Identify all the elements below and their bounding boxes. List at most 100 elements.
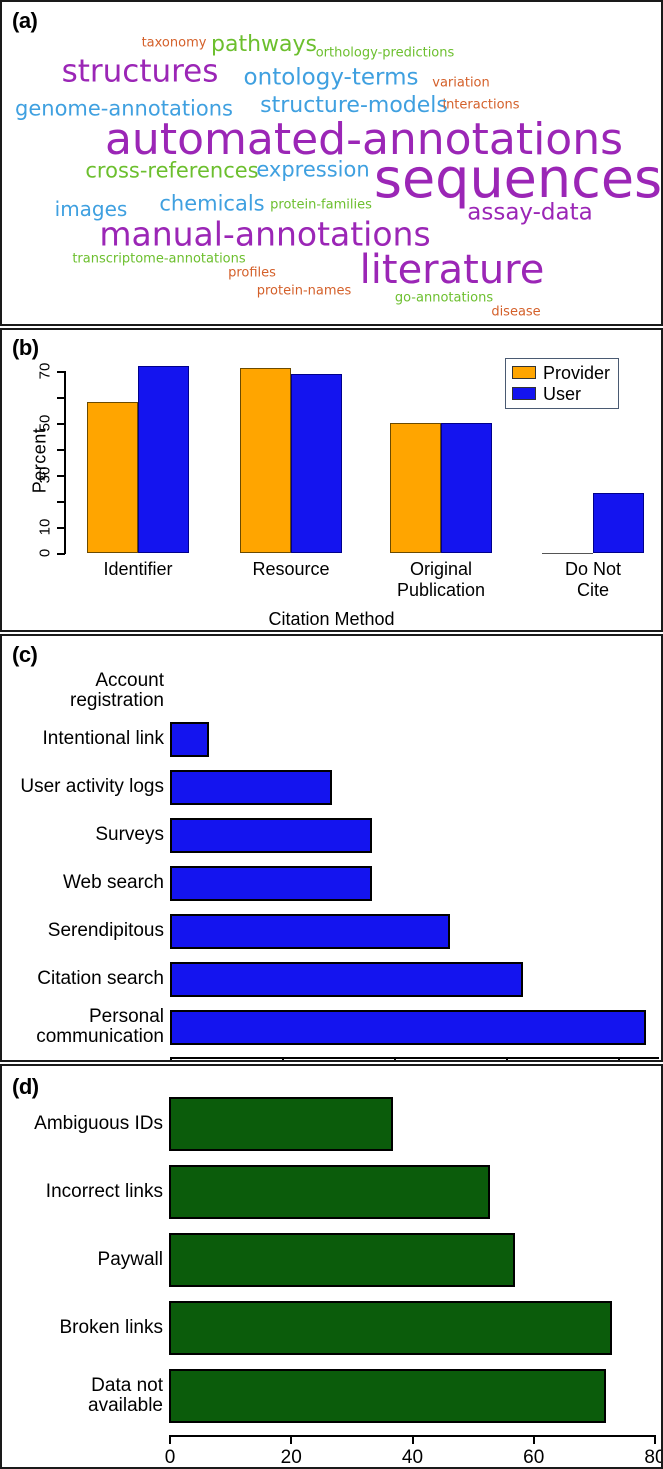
cloud-word: taxonomy (142, 37, 207, 50)
cloud-word: expression (256, 160, 369, 181)
panel-b-y-tick (57, 423, 65, 425)
panel-b-bar-user-3 (593, 493, 644, 553)
panel-c-category-label: Account registration (2, 671, 164, 711)
panel-c-x-tick (394, 1057, 396, 1063)
panel-b-legend: Provider User (505, 358, 619, 409)
cloud-word: structure-models (260, 95, 448, 117)
panel-d-bar-3 (169, 1301, 612, 1355)
panel-b-y-tick (57, 397, 65, 399)
panel-b-y-tick (57, 371, 65, 373)
cloud-word: transcriptome-annotations (72, 253, 245, 266)
panel-b-y-tick (57, 501, 65, 503)
panel-c-letter: (c) (12, 642, 37, 668)
panel-c-bar-5 (170, 914, 450, 949)
panel-b-legend-item: User (512, 383, 610, 404)
panel-b-y-tick-label: 10 (37, 519, 54, 536)
panel-b-x-axis-label: Citation Method (2, 609, 661, 630)
cloud-word: manual-annotations (99, 218, 430, 251)
panel-d-x-tick (290, 1435, 292, 1444)
panel-d-category-label: Incorrect links (2, 1182, 163, 1202)
panel-b-grouped-bar-chart: (b) Percent Citation Method ProviderUser… (0, 328, 663, 632)
panel-c-x-tick (618, 1057, 620, 1063)
cloud-word: automated-annotations (105, 118, 623, 162)
panel-b-legend-item: Provider (512, 362, 610, 383)
panel-d-horizontal-bar-chart: (d) Percent Ambiguous IDsIncorrect links… (0, 1064, 663, 1469)
panel-c-bar-6 (170, 962, 523, 997)
cloud-word: genome-annotations (15, 99, 233, 120)
panel-c-bar-7 (170, 1010, 646, 1045)
panel-d-category-label: Data not available (2, 1376, 163, 1416)
cloud-word: images (55, 199, 128, 219)
panel-d-x-tick-label: 40 (402, 1447, 423, 1469)
panel-b-y-tick-label: 50 (37, 415, 54, 432)
panel-d-x-tick-label: 80 (644, 1447, 663, 1469)
panel-c-x-tick (170, 1057, 172, 1063)
word-cloud: sequencesautomated-annotationsliterature… (2, 2, 661, 324)
cloud-word: disease (491, 306, 540, 319)
cloud-word: literature (360, 250, 545, 290)
panel-b-y-tick (57, 527, 65, 529)
panel-c-bar-2 (170, 770, 332, 805)
panel-d-plot-area: Percent Ambiguous IDsIncorrect linksPayw… (2, 1066, 661, 1467)
cloud-word: variation (432, 77, 489, 90)
cloud-word: ontology-terms (244, 67, 419, 90)
cloud-word: interactions (442, 99, 519, 112)
panel-b-x-tick-label: Identifier (103, 559, 172, 580)
figure-root: (a) sequencesautomated-annotationslitera… (0, 0, 663, 1469)
panel-b-y-tick (57, 449, 65, 451)
cloud-word: pathways (211, 34, 317, 56)
panel-d-bar-4 (169, 1369, 606, 1423)
panel-b-y-tick (57, 475, 65, 477)
panel-d-letter: (d) (12, 1074, 39, 1100)
panel-c-bar-3 (170, 818, 372, 853)
panel-c-bar-4 (170, 866, 372, 901)
panel-b-bar-provider-1 (240, 368, 291, 553)
panel-c-horizontal-bar-chart: (c) Percent Account registrationIntentio… (0, 634, 663, 1062)
panel-d-category-label: Ambiguous IDs (2, 1114, 163, 1134)
panel-d-category-label: Paywall (2, 1250, 163, 1270)
panel-d-category-label: Broken links (2, 1318, 163, 1338)
panel-a-letter: (a) (12, 8, 37, 34)
panel-d-x-tick-label: 60 (523, 1447, 544, 1469)
cloud-word: structures (62, 57, 219, 88)
panel-d-x-tick-label: 20 (281, 1447, 302, 1469)
panel-b-y-tick (57, 553, 65, 555)
panel-b-legend-label: User (543, 385, 581, 403)
panel-c-x-tick (282, 1057, 284, 1063)
panel-b-y-tick-label: 30 (37, 467, 54, 484)
panel-b-y-tick-label: 70 (37, 363, 54, 380)
panel-b-x-tick-label: Do Not Cite (559, 559, 627, 600)
panel-b-bar-user-0 (138, 366, 189, 553)
panel-b-letter: (b) (12, 335, 39, 361)
cloud-word: protein-families (270, 199, 372, 212)
panel-b-legend-label: Provider (543, 364, 610, 382)
panel-b-bar-provider-0 (87, 402, 138, 553)
cloud-word: go-annotations (395, 292, 493, 305)
panel-c-bar-1 (170, 722, 209, 757)
panel-d-bar-0 (169, 1097, 393, 1151)
panel-b-legend-swatch (512, 387, 536, 400)
panel-d-bar-2 (169, 1233, 515, 1287)
panel-c-category-label: Intentional link (2, 729, 164, 749)
panel-c-x-axis (170, 1057, 659, 1059)
cloud-word: assay-data (467, 202, 592, 225)
panel-b-x-tick-label: OriginalPublication (397, 559, 485, 600)
panel-c-x-tick (506, 1057, 508, 1063)
panel-c-category-label: Web search (2, 873, 164, 893)
panel-d-x-tick (533, 1435, 535, 1444)
panel-b-bar-user-2 (441, 423, 492, 553)
cloud-word: chemicals (159, 194, 264, 215)
panel-b-bar-provider-2 (390, 423, 441, 553)
cloud-word: protein-names (257, 285, 352, 298)
panel-c-category-label: Citation search (2, 969, 164, 989)
panel-b-bar-provider-3 (542, 553, 593, 555)
panel-d-x-tick (169, 1435, 171, 1444)
panel-d-x-tick (412, 1435, 414, 1444)
panel-b-x-tick-label: Resource (252, 559, 329, 580)
cloud-word: orthology-predictions (316, 47, 455, 60)
panel-c-category-label: Personal communication (2, 1007, 164, 1047)
panel-c-category-label: Serendipitous (2, 921, 164, 941)
panel-b-y-tick-label: 0 (37, 549, 54, 557)
cloud-word: profiles (228, 267, 276, 280)
panel-d-x-tick (654, 1435, 656, 1444)
